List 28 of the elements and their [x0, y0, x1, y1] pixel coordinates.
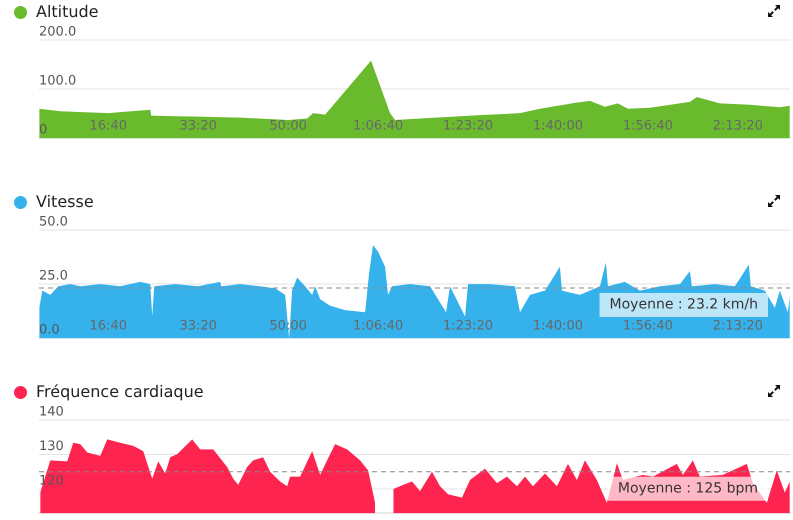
x-tick-label: 2:13:20 [712, 318, 763, 334]
x-tick-label: 33:20 [179, 318, 217, 334]
x-tick-label: 1:06:40 [353, 118, 404, 134]
x-tick-label: 1:23:20 [442, 118, 494, 134]
ref-line-label: Moyenne : 125 bpm [618, 480, 758, 496]
x-tick-label: 1:56:40 [622, 118, 673, 134]
y-tick-label: 130 [39, 438, 64, 454]
chart-title: Vitesse [36, 192, 94, 211]
x-tick-label: 16:40 [90, 118, 127, 134]
x-tick-label: 1:23:20 [442, 318, 494, 334]
x-tick-label: 1:40:00 [532, 118, 584, 134]
chart-title: Altitude [36, 2, 99, 21]
y-tick-label: 100.0 [39, 73, 76, 88]
x-tick-label: 50:00 [269, 118, 307, 134]
x-tick-label: 2:13:20 [712, 118, 763, 134]
ref-line-label: Moyenne : 23.2 km/h [610, 296, 758, 313]
y-tick-label: 0.0 [39, 322, 60, 338]
x-tick-label: 1:40:00 [532, 318, 584, 334]
y-tick-label: 25.0 [39, 268, 68, 284]
y-tick-label: 50.0 [39, 214, 68, 230]
y-tick-label: 200.0 [39, 24, 76, 40]
x-tick-label: 1:56:40 [622, 318, 673, 334]
y-tick-label: 0 [39, 122, 48, 138]
x-tick-label: 1:06:40 [353, 318, 404, 334]
x-tick-label: 33:20 [179, 118, 217, 134]
chart-title: Fréquence cardiaque [36, 382, 204, 401]
y-tick-label: 140 [39, 404, 64, 420]
x-tick-label: 16:40 [90, 318, 127, 334]
